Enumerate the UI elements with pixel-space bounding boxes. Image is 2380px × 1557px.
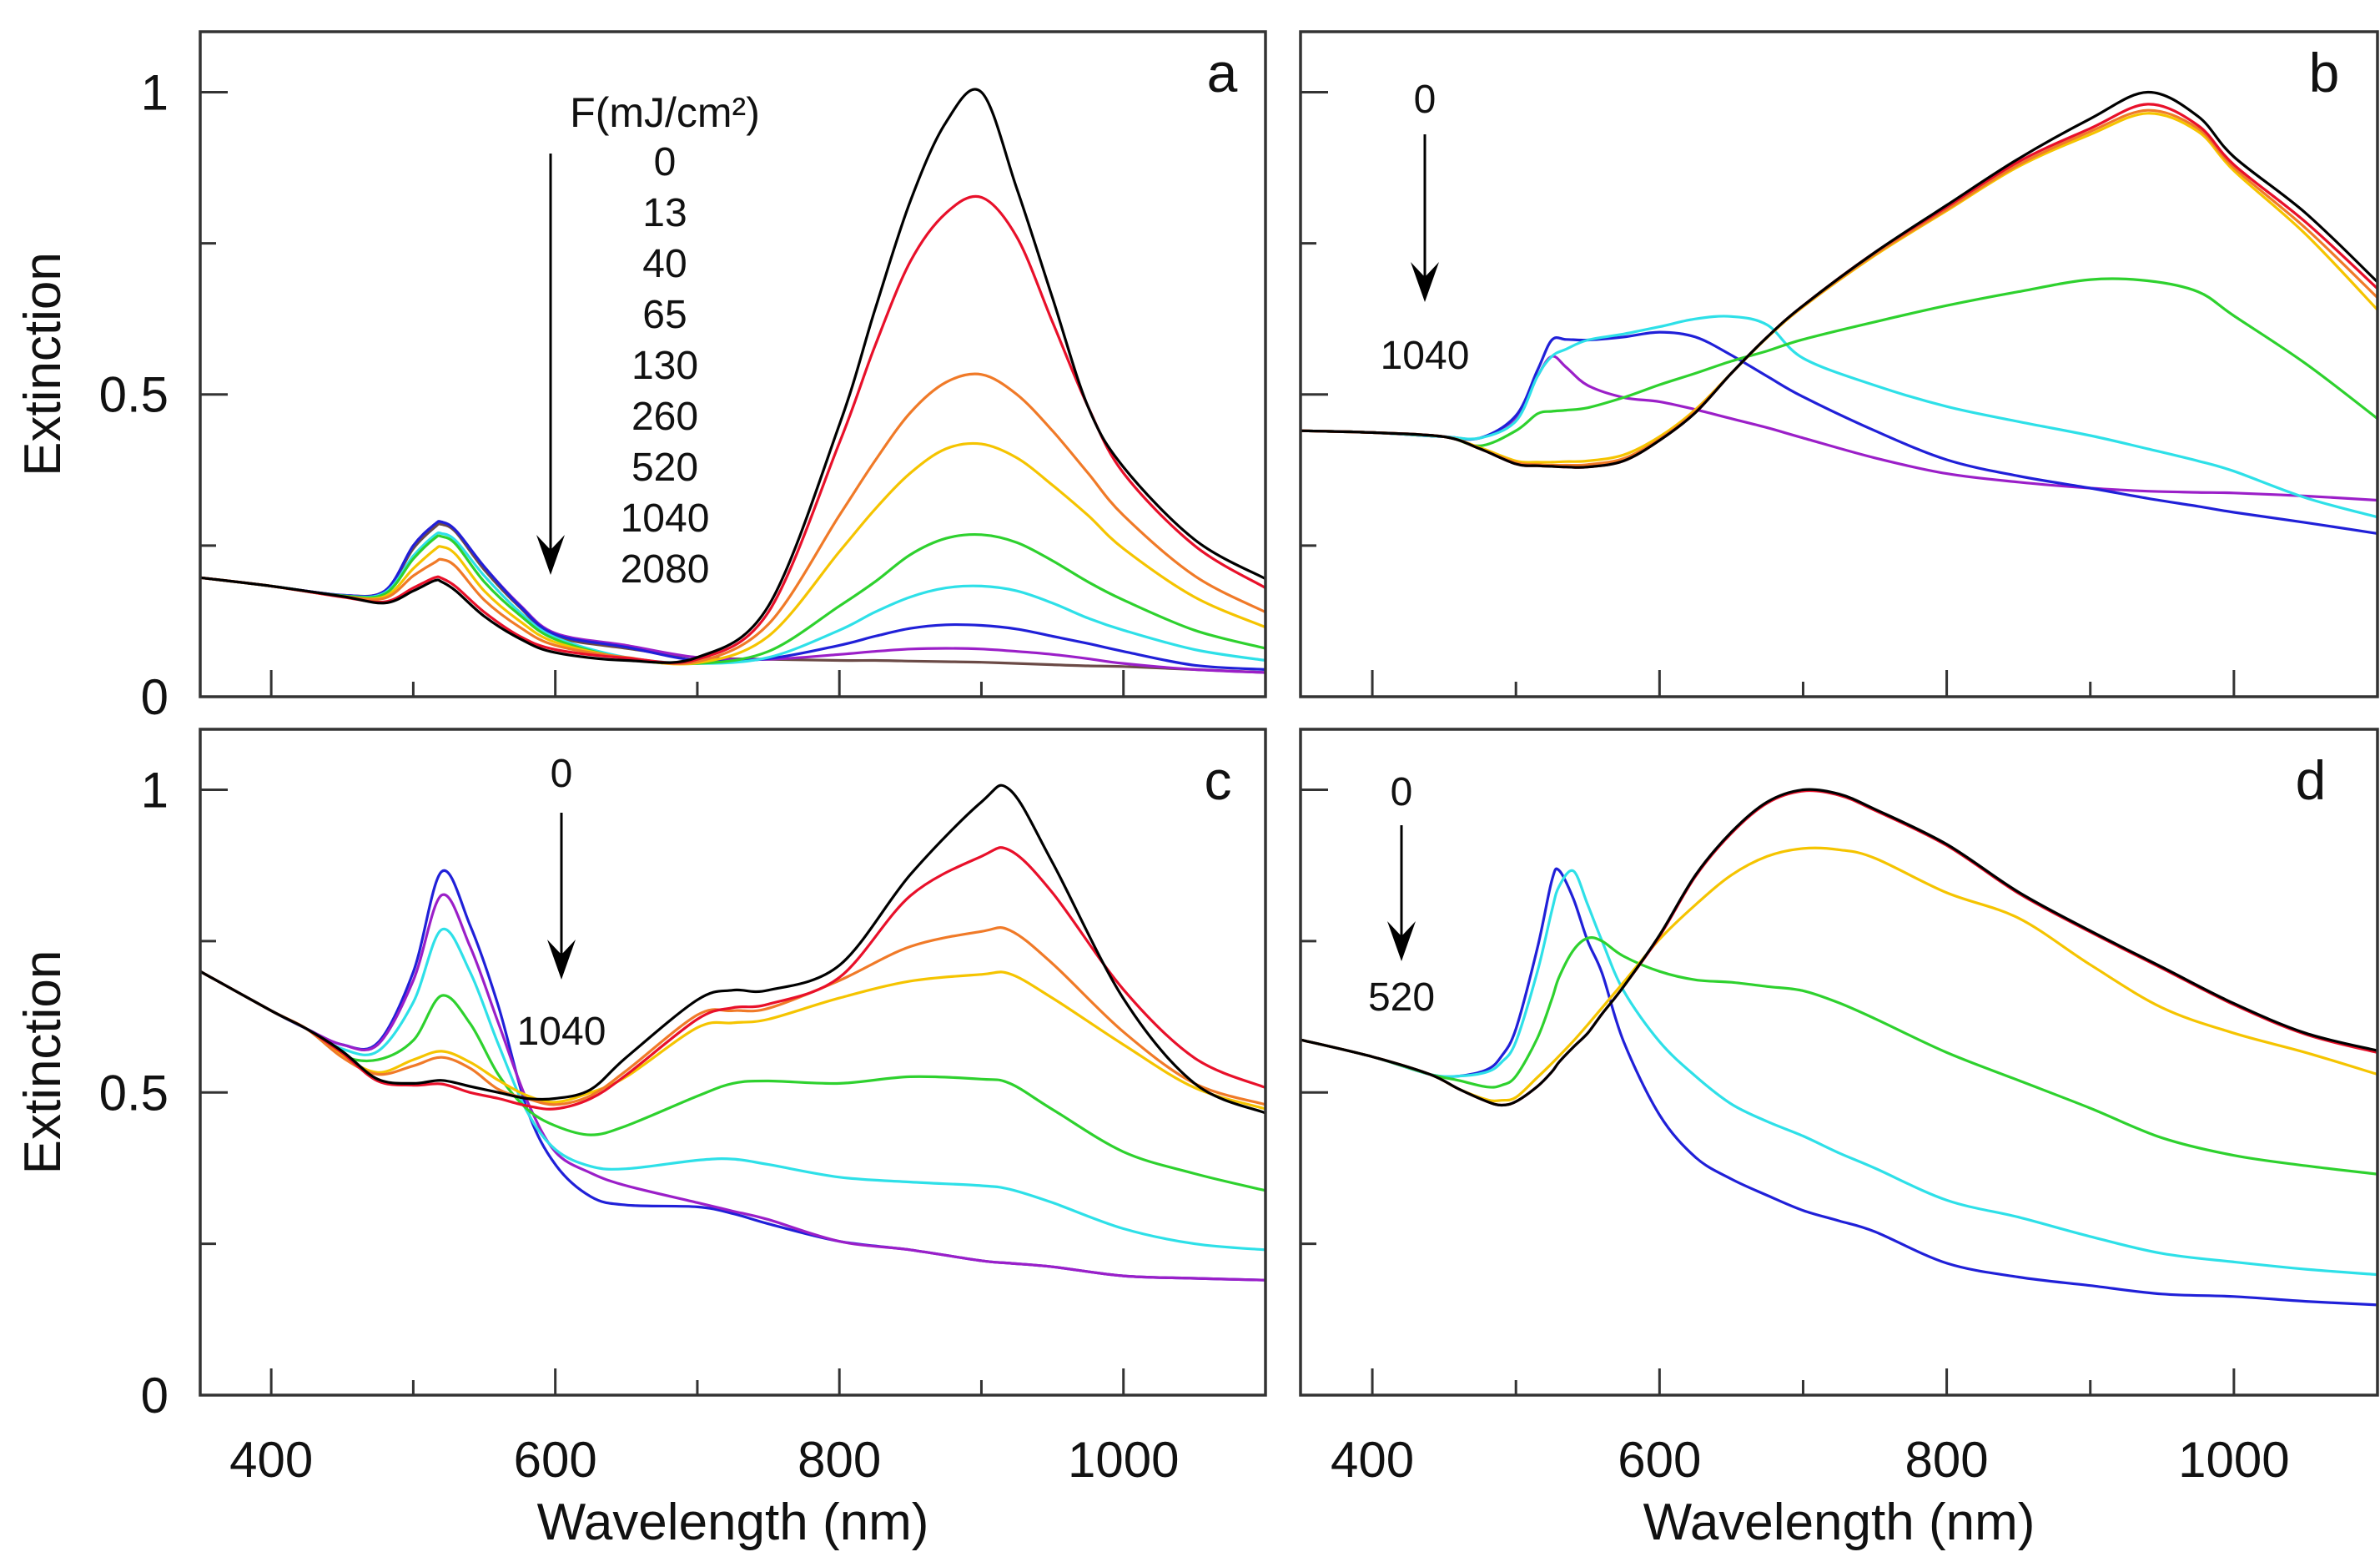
legend-entry: 1040 — [621, 496, 710, 541]
series-line-6 — [199, 893, 1266, 1282]
x-tick-label: 600 — [514, 1432, 597, 1488]
legend-entry: 2080 — [621, 547, 710, 592]
panel-letter: a — [1207, 42, 1238, 103]
series-line-0 — [199, 88, 1266, 664]
series-line-40 — [199, 372, 1266, 666]
series-line-0 — [1300, 788, 2378, 1107]
legend-entry: 65 — [642, 293, 687, 337]
plot-frame — [1299, 30, 2379, 698]
series-line-4 — [1300, 869, 2378, 1277]
y-axis-label: Extinction — [14, 252, 72, 476]
series-line-1 — [1300, 789, 2378, 1107]
series-line-0 — [199, 784, 1266, 1115]
panel-d — [1299, 728, 2379, 1397]
series-line-7 — [199, 869, 1266, 1282]
arrow-down-icon — [536, 154, 565, 575]
x-tick-label: 800 — [798, 1432, 881, 1488]
legend-entry: 130 — [631, 344, 698, 388]
panel-letter: b — [2309, 42, 2340, 103]
legend-entry: 40 — [642, 242, 687, 286]
series-line-5 — [1300, 315, 2378, 519]
series-line-5 — [1300, 867, 2378, 1307]
x-tick-label: 800 — [1905, 1432, 1989, 1488]
legend-entry: 260 — [631, 395, 698, 439]
series-line-5 — [199, 927, 1266, 1252]
x-tick-label: 400 — [229, 1432, 313, 1488]
series-line-4 — [1300, 277, 2378, 447]
x-tick-label: 400 — [1331, 1432, 1414, 1488]
y-tick-label: 0 — [141, 669, 169, 725]
x-tick-label: 600 — [1618, 1432, 1701, 1488]
series-line-7 — [1300, 355, 2378, 502]
panel-letter: d — [2296, 749, 2327, 811]
legend-entry: 520 — [631, 446, 698, 490]
y-tick-label: 1 — [141, 64, 169, 120]
series-line-6 — [1300, 330, 2378, 535]
series-line-0 — [1300, 90, 2379, 469]
y-tick-label: 0 — [141, 1368, 169, 1423]
annotation-start-label: 0 — [551, 752, 573, 796]
annotation-end-label: 520 — [1368, 975, 1435, 1020]
series-group — [1300, 788, 2378, 1307]
arrow-down-icon — [1411, 134, 1439, 302]
panel-letter: c — [1205, 749, 1232, 811]
legend-title: F(mJ/cm²) — [570, 89, 760, 136]
y-tick-label: 0.5 — [99, 1065, 169, 1121]
plot-frame — [199, 728, 1267, 1397]
x-tick-label: 1000 — [1068, 1432, 1179, 1488]
series-line-13 — [199, 194, 1266, 664]
series-line-3 — [1300, 935, 2378, 1176]
series-line-1 — [199, 846, 1266, 1111]
y-axis-label: Extinction — [14, 950, 72, 1175]
panel-a — [199, 30, 1267, 698]
arrow-down-icon — [1387, 825, 1416, 961]
legend-entry: 13 — [642, 191, 687, 235]
annotation-start-label: 0 — [1391, 770, 1413, 814]
annotation-end-label: 1040 — [517, 1010, 606, 1054]
arrow-down-icon — [547, 813, 576, 980]
plot-frame — [199, 30, 1267, 698]
series-group — [199, 784, 1266, 1282]
panel-b — [1299, 30, 2379, 698]
y-tick-label: 0.5 — [99, 367, 169, 423]
series-line-3 — [199, 970, 1266, 1111]
series-line-2 — [199, 926, 1266, 1106]
x-axis-label: Wavelength (nm) — [537, 1494, 929, 1551]
x-tick-label: 1000 — [2178, 1432, 2289, 1488]
x-axis-label: Wavelength (nm) — [1643, 1494, 2035, 1551]
series-line-65 — [199, 441, 1266, 666]
annotation-start-label: 0 — [1414, 78, 1437, 122]
panel-c — [199, 728, 1267, 1397]
plot-frame — [1299, 728, 2379, 1397]
series-group — [1300, 90, 2379, 535]
series-line-2 — [1300, 108, 2379, 467]
legend-entry: 0 — [654, 140, 677, 184]
annotation-end-label: 1040 — [1381, 334, 1470, 378]
y-tick-label: 1 — [141, 763, 169, 819]
series-line-3 — [1300, 112, 2379, 464]
series-line-2 — [1300, 846, 2378, 1102]
series-line-4 — [199, 970, 1266, 1192]
series-group — [199, 88, 1266, 674]
